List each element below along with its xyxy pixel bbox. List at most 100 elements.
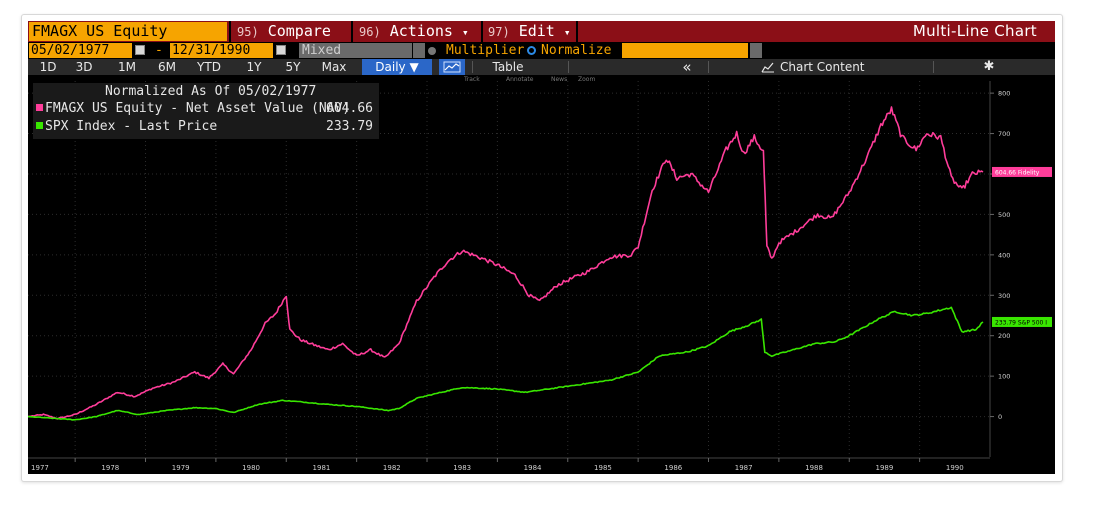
y-tick-label: 300 xyxy=(998,292,1010,300)
y-tick-label: 0 xyxy=(998,413,1002,421)
toolbar-divider xyxy=(472,61,473,73)
x-tick-label: 1985 xyxy=(594,464,612,472)
track-tool[interactable]: Track xyxy=(464,76,480,83)
frequency-dropdown[interactable]: Daily ▼ xyxy=(362,59,432,75)
normalize-label: Normalize xyxy=(541,43,612,58)
x-tick-label: 1990 xyxy=(946,464,964,472)
y-tick-label: 400 xyxy=(998,251,1010,259)
toolbar-divider xyxy=(568,61,569,73)
table-button[interactable]: Table xyxy=(492,60,524,74)
line-chart-icon[interactable] xyxy=(439,59,465,75)
y-tick-label: 200 xyxy=(998,332,1010,340)
date-range-dash: - xyxy=(155,43,163,58)
title-bar: FMAGX US Equity 95) Compare 96) Actions … xyxy=(28,21,1055,42)
y-tick-label: 800 xyxy=(998,90,1010,98)
track-tool-label: Track xyxy=(464,76,480,83)
chevron-down-icon: ▾ xyxy=(461,26,469,39)
legend-label: FMAGX US Equity - Net Asset Value (NAV) xyxy=(45,101,351,116)
x-tick-label: 1989 xyxy=(876,464,894,472)
x-axis-band xyxy=(28,457,1055,474)
toolbar-divider xyxy=(933,61,934,73)
edit-label: Edit xyxy=(518,22,555,40)
news-tool[interactable]: News xyxy=(551,76,567,83)
end-date-field[interactable]: 12/31/1990 xyxy=(170,43,273,58)
x-tick-label: 1987 xyxy=(735,464,753,472)
chart-legend: Normalized As Of 05/02/1977 FMAGX US Equ… xyxy=(33,83,379,139)
toolbar-divider xyxy=(708,61,709,73)
chevron-down-icon: ▾ xyxy=(563,26,571,39)
compare-number: 95) xyxy=(237,25,259,39)
period-5y[interactable]: 5Y xyxy=(285,60,301,74)
last-value-label: 233.79 S&P 500 I xyxy=(995,319,1047,326)
multiplier-label: Multiplier xyxy=(446,43,525,58)
separator xyxy=(576,21,578,42)
zoom-tool-label: Zoom xyxy=(578,76,596,83)
period-6m[interactable]: 6M xyxy=(158,60,176,74)
actions-label: Actions xyxy=(389,22,453,40)
collapse-icon[interactable]: « xyxy=(682,58,692,76)
chart-type-title: Multi-Line Chart xyxy=(912,22,1037,40)
period-3d[interactable]: 3D xyxy=(75,60,93,74)
legend-header: Normalized As Of 05/02/1977 xyxy=(105,84,317,99)
legend-swatch xyxy=(36,122,43,129)
compare-menu[interactable]: 95) Compare xyxy=(237,21,331,42)
calendar-icon[interactable] xyxy=(135,45,145,55)
legend-value: 233.79 xyxy=(326,119,373,134)
chevron-down-icon[interactable] xyxy=(750,43,762,58)
mode-select[interactable]: Mixed xyxy=(299,43,412,58)
compare-label: Compare xyxy=(267,22,331,40)
zoom-tool[interactable]: Zoom xyxy=(578,76,595,83)
x-tick-label: 1978 xyxy=(101,464,119,472)
period-1m[interactable]: 1M xyxy=(118,60,136,74)
legend-item-spx[interactable]: SPX Index - Last Price xyxy=(36,119,217,134)
separator xyxy=(229,21,231,42)
news-tool-label: News xyxy=(551,76,568,83)
edit-number: 97) xyxy=(488,25,510,39)
separator xyxy=(481,21,483,42)
x-tick-label: 1984 xyxy=(524,464,542,472)
bloomberg-terminal-window: FMAGX US Equity 95) Compare 96) Actions … xyxy=(28,21,1055,474)
x-tick-label: 1977 xyxy=(31,464,49,472)
ticker-field[interactable]: FMAGX US Equity xyxy=(29,22,227,41)
normalize-radio[interactable] xyxy=(527,46,536,55)
x-tick-label: 1982 xyxy=(383,464,401,472)
gear-icon[interactable]: ✱ xyxy=(983,59,995,74)
period-toolbar: 1D 3D 1M 6M YTD 1Y 5Y Max Daily ▼ Table … xyxy=(28,59,1055,75)
chart-content-button[interactable]: Chart Content xyxy=(780,60,865,74)
legend-item-fmagx[interactable]: FMAGX US Equity - Net Asset Value (NAV) xyxy=(36,101,350,116)
y-tick-label: 500 xyxy=(998,211,1010,219)
normalize-field[interactable] xyxy=(622,43,748,58)
series-line-spx[interactable] xyxy=(28,306,984,421)
separator xyxy=(351,21,353,42)
period-1d[interactable]: 1D xyxy=(39,60,57,74)
series-line-fmagx[interactable] xyxy=(28,106,984,420)
x-tick-label: 1986 xyxy=(664,464,682,472)
y-tick-label: 700 xyxy=(998,130,1010,138)
actions-menu[interactable]: 96) Actions ▾ xyxy=(359,21,469,42)
legend-label: SPX Index - Last Price xyxy=(45,119,218,134)
annotate-tool[interactable]: Annotate xyxy=(506,76,533,83)
last-value-tag xyxy=(992,166,1052,177)
chart-content-icon[interactable] xyxy=(758,59,778,75)
x-tick-label: 1981 xyxy=(313,464,331,472)
period-max[interactable]: Max xyxy=(321,60,347,74)
period-ytd[interactable]: YTD xyxy=(197,60,221,74)
actions-number: 96) xyxy=(359,25,381,39)
x-tick-label: 1980 xyxy=(242,464,260,472)
x-tick-label: 1983 xyxy=(453,464,471,472)
period-1y[interactable]: 1Y xyxy=(246,60,262,74)
multiplier-radio[interactable] xyxy=(428,47,436,55)
start-date-field[interactable]: 05/02/1977 xyxy=(29,43,132,58)
y-tick-label: 100 xyxy=(998,373,1010,381)
legend-swatch xyxy=(36,104,43,111)
annotate-tool-label: Annotate xyxy=(506,76,534,83)
x-tick-label: 1979 xyxy=(172,464,190,472)
edit-menu[interactable]: 97) Edit ▾ xyxy=(488,21,571,42)
calendar-icon[interactable] xyxy=(276,45,286,55)
last-value-label: 604.66 Fidelity xyxy=(995,169,1040,176)
chevron-down-icon[interactable] xyxy=(413,43,425,58)
last-value-tag xyxy=(992,316,1052,327)
date-range-row: 05/02/1977 - 12/31/1990 Mixed Multiplier… xyxy=(28,42,1055,59)
x-tick-label: 1988 xyxy=(805,464,823,472)
legend-value: 604.66 xyxy=(326,101,373,116)
